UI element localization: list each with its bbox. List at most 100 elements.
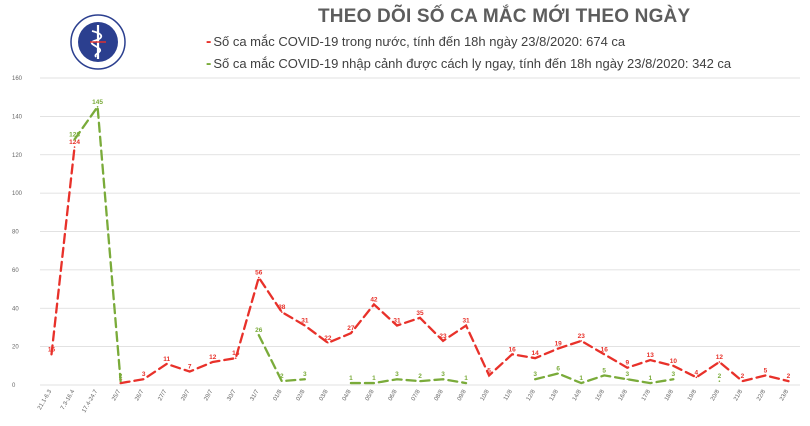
x-tick-label: 18/8 [664, 388, 675, 402]
x-tick-label: 29/7 [203, 388, 214, 402]
x-tick-label: 25/7 [111, 388, 122, 402]
x-tick-label: 08/8 [434, 388, 445, 402]
imported-point [442, 378, 444, 381]
domestic-data-label: 13 [647, 352, 655, 359]
imported-point [672, 378, 675, 381]
x-tick-label: 28/7 [180, 388, 191, 402]
x-tick-label: 11/8 [503, 388, 514, 401]
domestic-point [718, 361, 721, 363]
x-tick-label: 17.4-24.7 [81, 388, 99, 414]
domestic-point [465, 324, 467, 327]
imported-data-label: 1 [648, 375, 652, 382]
y-tick-label: 140 [12, 114, 23, 120]
domestic-data-label: 42 [370, 296, 378, 303]
x-tick-label: 20/8 [710, 388, 721, 402]
domestic-point [281, 311, 283, 313]
imported-point [281, 380, 283, 382]
domestic-point [257, 276, 260, 279]
x-tick-label: 07/8 [411, 388, 422, 402]
domestic-point [211, 361, 214, 363]
domestic-data-label: 31 [462, 318, 470, 325]
domestic-data-label: 22 [324, 335, 332, 342]
imported-data-label: 2 [418, 373, 422, 380]
x-tick-label: 15/8 [595, 388, 606, 402]
imported-data-label: 2 [119, 373, 123, 380]
imported-data-label: 6 [556, 365, 560, 372]
legend-item-imported: - Số ca mắc COVID-19 nhập cảnh được cách … [206, 55, 731, 73]
imported-point [373, 382, 375, 384]
domestic-data-label: 124 [69, 139, 80, 146]
imported-point [534, 378, 536, 381]
domestic-data-label: 56 [255, 270, 263, 277]
imported-point [119, 380, 122, 382]
domestic-point [649, 359, 652, 361]
legend-imported-marker: - [206, 55, 212, 72]
domestic-point [741, 380, 744, 382]
domestic-data-label: 38 [278, 304, 286, 311]
imported-data-label: 3 [625, 371, 629, 378]
domestic-point [442, 340, 444, 342]
domestic-point [350, 332, 352, 334]
x-tick-label: 26/7 [134, 388, 145, 402]
domestic-data-label: 23 [578, 333, 586, 340]
imported-point [304, 378, 306, 381]
domestic-data-label: 2 [787, 373, 791, 380]
legend-item-domestic: - Số ca mắc COVID-19 trong nước, tính đến… [206, 33, 625, 51]
imported-data-label: 26 [255, 327, 263, 334]
domestic-data-label: 12 [716, 354, 724, 361]
imported-point [626, 378, 629, 381]
imported-data-label: 3 [533, 371, 537, 378]
domestic-data-label: 14 [532, 350, 540, 357]
domestic-data-label: 35 [416, 310, 424, 317]
domestic-data-label: 31 [301, 318, 309, 325]
domestic-data-label: 11 [163, 356, 170, 363]
domestic-point [488, 374, 490, 377]
domestic-point [119, 382, 122, 384]
legend-domestic-marker: - [206, 33, 212, 50]
imported-data-label: 3 [441, 371, 445, 378]
domestic-data-label: 5 [764, 367, 768, 374]
imported-series-line [73, 103, 122, 383]
y-tick-label: 40 [12, 306, 19, 312]
imported-data-label: 2 [718, 373, 722, 380]
x-tick-label: 23/8 [779, 388, 790, 402]
domestic-data-label: 16 [601, 346, 609, 353]
x-tick-label: 31/7 [249, 388, 260, 402]
y-tick-label: 60 [12, 268, 19, 274]
domestic-data-label: 7 [188, 364, 192, 371]
domestic-data-label: 3 [142, 371, 146, 378]
x-tick-label: 09/8 [457, 388, 468, 402]
ministry-of-health-logo [70, 14, 126, 70]
x-tick-label: 04/8 [342, 388, 353, 402]
domestic-data-label: 27 [347, 325, 355, 332]
domestic-data-label: 5 [487, 367, 491, 374]
domestic-data-label: 16 [48, 346, 56, 353]
domestic-point [557, 347, 559, 350]
domestic-point [304, 324, 306, 327]
domestic-point [327, 341, 329, 344]
domestic-point [234, 357, 237, 359]
x-tick-label: 02/8 [296, 388, 307, 402]
imported-point [396, 378, 398, 381]
domestic-data-label: 9 [625, 360, 629, 367]
imported-data-label: 3 [395, 371, 399, 378]
x-tick-label: 22/8 [756, 388, 767, 402]
x-tick-label: 21.1-6.3 [37, 388, 54, 411]
domestic-point [534, 357, 536, 359]
domestic-series-line [50, 145, 76, 356]
x-tick-label: 12/8 [526, 388, 537, 402]
domestic-point [165, 363, 168, 365]
domestic-point [419, 317, 421, 319]
x-tick-label: 06/8 [388, 388, 399, 402]
imported-point [350, 382, 352, 384]
x-tick-label: 14/8 [572, 388, 583, 402]
domestic-point [672, 365, 675, 367]
domestic-data-label: 14 [232, 350, 240, 357]
legend-domestic-label: Số ca mắc COVID-19 trong nước, tính đến … [213, 34, 626, 49]
domestic-data-label: 31 [393, 318, 401, 325]
x-tick-label: 17/8 [641, 388, 652, 402]
x-tick-label: 27/7 [157, 388, 168, 402]
domestic-point [787, 380, 790, 382]
chart-title: THEO DÕI SỐ CA MẮC MỚI THEO NGÀY [318, 6, 691, 27]
